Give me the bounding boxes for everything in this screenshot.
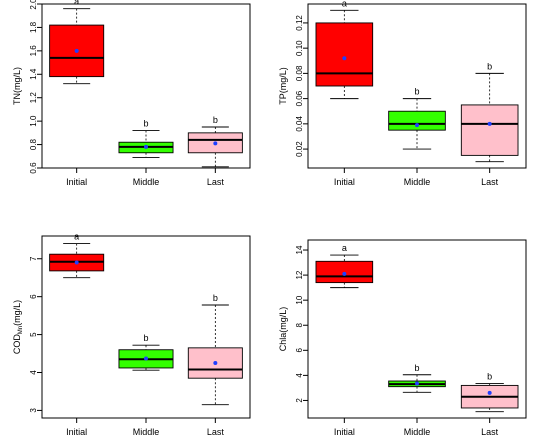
y-tick-label: 6 [295,348,304,353]
mean-point [74,48,79,53]
y-tick-label: 5 [29,332,38,337]
y-tick-label: 14 [295,245,304,254]
y-axis-label-unit: (mg/L) [12,300,22,326]
y-axis-label: Chla(mg/L) [278,307,288,352]
y-tick-label: 1.2 [29,92,38,104]
y-tick-label: 4 [295,373,304,378]
x-tick-label: Initial [66,427,87,437]
significance-letter: b [487,372,492,382]
significance-letter: b [213,115,218,125]
significance-letter: b [213,293,218,303]
mean-point [144,356,148,361]
y-tick-label: 0.10 [295,40,304,56]
y-tick-label: 1.0 [29,115,38,127]
mean-point [342,271,347,276]
panel-2: 0.02 0.04 0.06 0.08 0.10 0.12 TP(mg/L) Initial a… [278,0,527,187]
y-tick-label: 10 [295,295,304,304]
mean-point [415,381,419,386]
y-axis-label: CODMn(mg/L) [12,300,24,354]
y-axis-label: TP(mg/L) [278,67,288,105]
significance-letter: a [342,0,347,8]
y-tick-label: 8 [295,322,304,327]
significance-letter: b [143,119,148,129]
y-tick-label: 7 [29,256,38,261]
y-tick-label: 4 [29,370,38,375]
y-tick-label: 0.02 [295,141,304,157]
significance-letter: b [487,61,492,71]
y-tick-label: 1.4 [29,68,38,80]
mean-point [74,260,79,265]
y-tick-label: 1.8 [29,21,38,33]
y-tick-label: 0.8 [29,138,38,150]
y-tick-label: 0.04 [295,116,304,132]
box-iqr [388,110,446,131]
box-iqr [315,22,374,87]
y-tick-label: 6 [29,294,38,299]
x-tick-label: Last [207,427,225,437]
y-axis-label: TN(mg/L) [12,67,22,105]
box-iqr [460,104,519,156]
mean-point [342,56,347,61]
x-tick-label: Last [481,427,499,437]
x-tick-label: Initial [66,177,87,187]
x-tick-label: Initial [334,427,355,437]
mean-point [144,144,148,149]
x-tick-label: Middle [133,177,160,187]
y-tick-label: 2 [295,398,304,403]
significance-letter: b [414,363,419,373]
panel-1: 0.6 0.8 1.0 1.2 1.4 1.6 1.8 2.0 TN(mg/L) Initial a… [12,0,251,187]
significance-letter: a [342,243,347,253]
mean-point [487,390,492,395]
x-tick-label: Middle [133,427,160,437]
y-tick-label: 0.08 [295,65,304,81]
significance-letter: b [143,333,148,343]
x-tick-label: Initial [334,177,355,187]
y-tick-label: 3 [29,408,38,413]
y-tick-label: 2.0 [29,0,38,10]
significance-letter: b [414,87,419,97]
x-tick-label: Middle [404,427,431,437]
y-tick-label: 0.6 [29,162,38,174]
x-tick-label: Last [481,177,499,187]
panel-3: 3 4 5 6 7 CODMn(mg/L) Initial a Middle b Last b [12,232,251,437]
y-axis-label-subscript: Mn [18,326,24,334]
mean-point [415,123,419,128]
y-tick-label: 12 [295,270,304,279]
x-tick-label: Last [207,177,225,187]
significance-letter: a [74,0,79,7]
mean-point [487,121,492,126]
y-tick-label: 0.06 [295,90,304,106]
mean-point [213,361,218,366]
y-tick-label: 1.6 [29,45,38,57]
y-tick-label: 0.12 [295,15,304,31]
mean-point [213,141,218,146]
significance-letter: a [74,232,79,242]
x-tick-label: Middle [404,177,431,187]
panel-4: 2 4 6 8 10 12 14 Chla(mg/L) Initial a Middle b Last b [278,239,527,437]
